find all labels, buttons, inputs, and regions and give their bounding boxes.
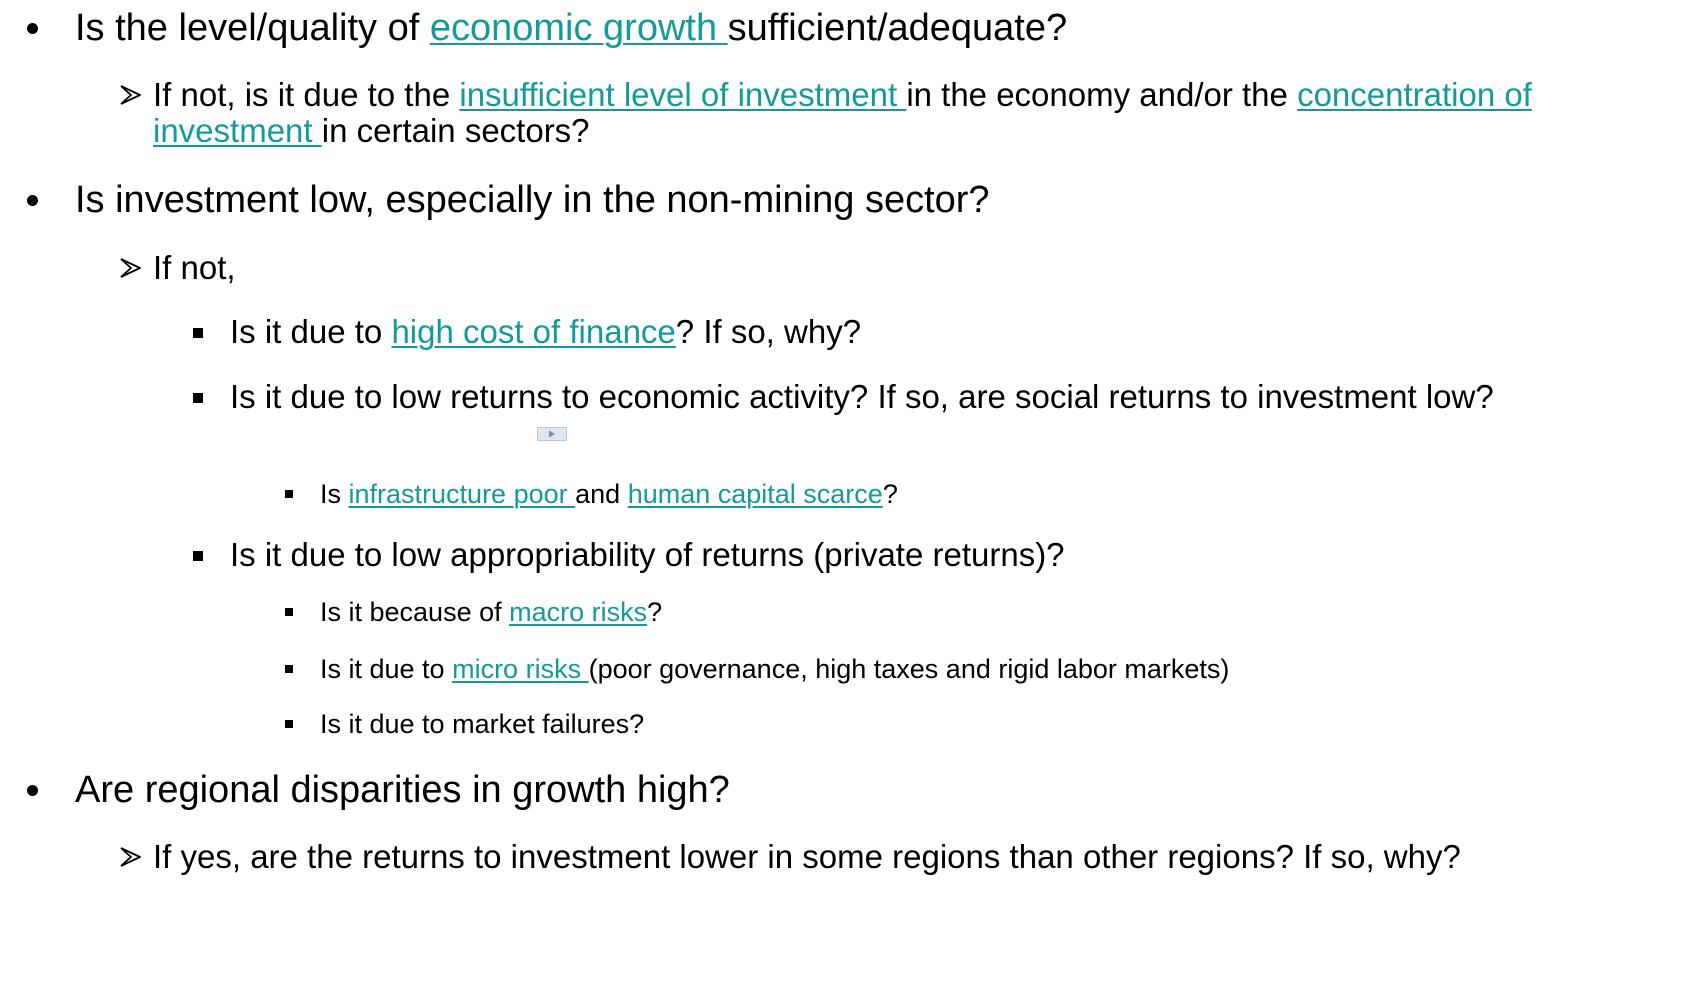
- bullet: [27, 195, 38, 206]
- list-item: If not,: [120, 249, 1538, 286]
- list-item: Is it due to high cost of finance? If so…: [193, 313, 1538, 350]
- text-run: If not,: [153, 249, 236, 286]
- text-run: If yes, are the returns to investment lo…: [153, 838, 1461, 875]
- square-bullet: [285, 490, 293, 498]
- hyperlink[interactable]: micro risks: [452, 654, 589, 684]
- hyperlink[interactable]: economic growth: [429, 7, 728, 49]
- text-run: Is the level/quality of: [75, 7, 430, 49]
- text-run: and: [575, 479, 628, 509]
- square-bullet: [193, 328, 203, 338]
- arrow-bullet: [120, 847, 141, 867]
- hyperlink[interactable]: human capital scarce: [627, 479, 883, 509]
- list-item: Is it due to low returns to economic act…: [193, 378, 1538, 415]
- text-run: ?: [882, 479, 898, 509]
- arrow-bullet: [120, 258, 141, 278]
- text-run: If not, is it due to the: [153, 76, 460, 113]
- bullet: [27, 23, 38, 34]
- text-run: (poor governance, high taxes and rigid l…: [588, 654, 1230, 684]
- square-bullet: [285, 608, 293, 616]
- list-item: Is it due to market failures?: [285, 708, 1620, 740]
- hyperlink[interactable]: macro risks: [509, 597, 648, 627]
- text-run: ? If so, why?: [675, 313, 862, 350]
- arrow-shape: [120, 847, 141, 867]
- text-run: in the economy and/or the: [906, 76, 1298, 113]
- hyperlink[interactable]: infrastructure poor: [348, 479, 576, 509]
- list-item: Is it due to low appropriability of retu…: [193, 536, 1538, 573]
- text-run: Is it due to market failures?: [320, 709, 645, 739]
- text-run: in certain sectors?: [321, 112, 590, 149]
- arrow-shape: [120, 258, 141, 278]
- action-button-icon[interactable]: [537, 427, 567, 441]
- list-item: Is infrastructure poor and human capital…: [285, 478, 1620, 510]
- play-triangle[interactable]: [549, 430, 555, 438]
- list-item: If yes, are the returns to investment lo…: [120, 838, 1538, 875]
- arrow-shape: [120, 85, 141, 105]
- text-run: Is it due to: [320, 654, 453, 684]
- square-bullet: [285, 665, 293, 673]
- list-item: Is it because of macro risks?: [285, 596, 1620, 628]
- text-run: sufficient/adequate?: [727, 7, 1068, 49]
- arrow-bullet: [120, 85, 141, 105]
- hyperlink[interactable]: concentration of investment: [153, 76, 1532, 149]
- bullet: [27, 785, 38, 796]
- hyperlink[interactable]: high cost of finance: [391, 313, 676, 350]
- list-item: Is it due to micro risks (poor governanc…: [285, 653, 1620, 685]
- text-run: Is investment low, especially in the non…: [75, 179, 990, 221]
- text-run: Is: [320, 479, 349, 509]
- text-run: Are regional disparities in growth high?: [75, 769, 730, 811]
- hyperlink[interactable]: insufficient level of investment: [459, 76, 907, 113]
- text-run: Is it due to low appropriability of retu…: [230, 536, 1065, 573]
- text-run: ?: [647, 597, 663, 627]
- list-item: Is the level/quality of economic growth …: [27, 6, 1545, 50]
- list-item: If not, is it due to the insufficient le…: [120, 76, 1538, 149]
- square-bullet: [193, 551, 203, 561]
- square-bullet: [285, 720, 293, 728]
- text-run: Is it due to low returns to economic act…: [230, 378, 1494, 415]
- list-item: Are regional disparities in growth high?: [27, 768, 1545, 812]
- square-bullet: [193, 393, 203, 403]
- list-item: Is investment low, especially in the non…: [27, 178, 1545, 222]
- text-run: Is it due to: [230, 313, 392, 350]
- text-run: Is it because of: [320, 597, 510, 627]
